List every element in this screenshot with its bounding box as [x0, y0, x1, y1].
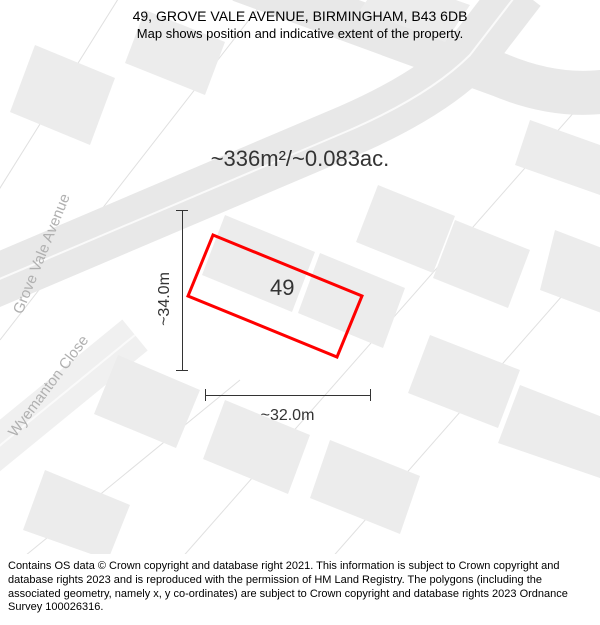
- dim-tick: [176, 370, 188, 371]
- map-area: ~336m²/~0.083ac. ~34.0m ~32.0m 49 Grove …: [0, 0, 600, 560]
- map-svg: [0, 0, 600, 560]
- page-subtitle: Map shows position and indicative extent…: [0, 26, 600, 41]
- header: 49, GROVE VALE AVENUE, BIRMINGHAM, B43 6…: [0, 0, 600, 41]
- dim-tick: [205, 389, 206, 401]
- page-title: 49, GROVE VALE AVENUE, BIRMINGHAM, B43 6…: [0, 8, 600, 24]
- dim-horizontal-text: ~32.0m: [205, 407, 370, 425]
- dim-tick: [370, 389, 371, 401]
- dim-vertical-text: ~34.0m: [156, 272, 174, 326]
- dim-line-horizontal: [205, 395, 370, 396]
- area-label: ~336m²/~0.083ac.: [0, 146, 600, 172]
- plot-number-label: 49: [270, 275, 294, 301]
- footer-copyright: Contains OS data © Crown copyright and d…: [0, 554, 600, 625]
- dim-line-vertical: [182, 210, 183, 370]
- dim-tick: [176, 210, 188, 211]
